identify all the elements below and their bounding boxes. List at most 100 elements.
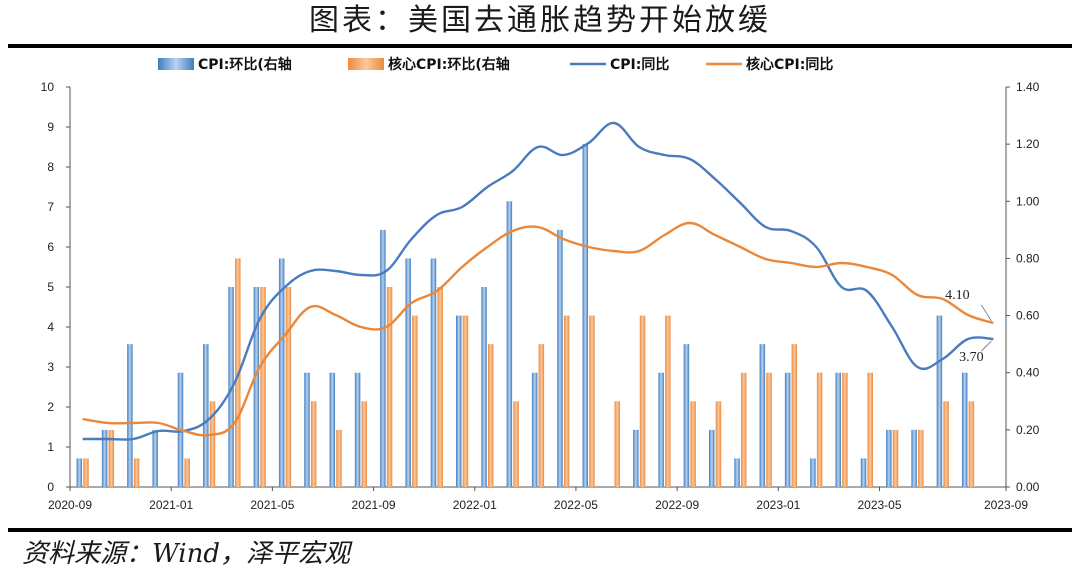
bar-core-mom [639, 315, 646, 487]
bar-cpi-mom [405, 258, 411, 487]
y-left-tick-label: 0 [47, 480, 54, 494]
bar-core-mom [842, 372, 848, 487]
bar-core-mom [488, 344, 494, 487]
bar-cpi-mom [633, 429, 639, 487]
x-tick-label: 2021-09 [352, 498, 396, 512]
y-left-tick-label: 1 [47, 440, 54, 454]
bar-cpi-mom [784, 372, 791, 487]
bar-core-mom [361, 401, 368, 487]
bar-core-mom [209, 401, 216, 487]
bar-cpi-mom [506, 201, 513, 488]
y-right-tick-label: 0.20 [1016, 423, 1040, 437]
y-right-tick-label: 0.60 [1016, 309, 1040, 323]
line-cpi-yoy [82, 121, 994, 441]
legend-label-core-yoy: 核心CPI:同比 [746, 56, 833, 73]
bottom-rule [8, 528, 1072, 532]
bar-core-mom [690, 401, 696, 487]
annotation-cpi-yoy: 3.70 [959, 350, 984, 365]
bar-core-mom [740, 372, 747, 487]
line-core-yoy [82, 221, 994, 437]
y-left-tick-label: 2 [47, 400, 54, 414]
bar-cpi-mom [127, 344, 133, 487]
data-labels: 4.10 3.70 [945, 288, 992, 365]
y-left-tick-label: 8 [47, 160, 54, 174]
bar-core-mom [816, 372, 823, 487]
bar-cpi-mom [683, 344, 690, 487]
y-right-tick-label: 0.40 [1016, 366, 1040, 380]
bar-core-mom [260, 287, 266, 487]
bar-core-mom [892, 429, 899, 487]
x-tick-label: 2023-01 [756, 498, 800, 512]
bar-cpi-mom [152, 429, 158, 487]
y-left-tick-label: 5 [47, 280, 54, 294]
bar-core-mom [614, 401, 620, 487]
y-left-tick-label: 7 [47, 200, 54, 214]
y-left-tick-label: 10 [41, 80, 55, 94]
bar-core-mom [943, 401, 949, 487]
legend: CPI:环比(右轴 核心CPI:环比(右轴 CPI:同比 核心CPI:同比 [158, 56, 833, 73]
y-left-tick-label: 6 [47, 240, 54, 254]
bar-cpi-mom [481, 287, 487, 487]
bar-core-mom [386, 287, 393, 487]
bar-core-mom [285, 287, 292, 487]
lines [82, 121, 994, 441]
bar-core-mom [83, 458, 89, 487]
x-tick-label: 2023-09 [984, 498, 1028, 512]
bar-cpi-mom [329, 372, 336, 487]
annotation-leader [980, 340, 992, 352]
top-rule [8, 44, 1072, 48]
bar-core-mom [968, 401, 975, 487]
y-right-tick-label: 0.00 [1016, 480, 1040, 494]
x-tick-label: 2023-05 [857, 498, 901, 512]
bar-core-mom [589, 315, 595, 487]
bar-core-mom [310, 401, 317, 487]
bar-cpi-mom [253, 287, 260, 487]
bar-cpi-mom [860, 458, 867, 487]
bar-cpi-mom [430, 258, 437, 487]
bar-cpi-mom [76, 458, 83, 487]
bar-core-mom [715, 401, 722, 487]
x-tick-label: 2022-05 [554, 498, 598, 512]
bar-core-mom [867, 372, 873, 487]
bar-cpi-mom [961, 372, 968, 487]
annotation-core-yoy: 4.10 [945, 288, 970, 303]
bar-core-mom [665, 315, 671, 487]
x-tick-label: 2022-01 [453, 498, 497, 512]
y-right-tick-label: 1.00 [1016, 194, 1040, 208]
bar-core-mom [412, 315, 418, 487]
legend-swatch-cpi-mom [158, 58, 194, 70]
bar-core-mom [766, 372, 772, 487]
bar-core-mom [563, 315, 570, 487]
bar-cpi-mom [886, 429, 892, 487]
bar-cpi-mom [658, 372, 664, 487]
bar-cpi-mom [456, 315, 462, 487]
bar-core-mom [918, 429, 924, 487]
bar-core-mom [108, 429, 115, 487]
bar-core-mom [336, 429, 342, 487]
x-tick-label: 2022-09 [655, 498, 699, 512]
y-right-tick-label: 1.20 [1016, 137, 1040, 151]
legend-label-cpi-yoy: CPI:同比 [610, 56, 669, 73]
y-left-tick-label: 9 [47, 120, 54, 134]
bar-cpi-mom [911, 429, 917, 487]
legend-swatch-core-mom [348, 58, 384, 70]
bar-cpi-mom [734, 458, 740, 487]
bar-cpi-mom [557, 229, 563, 487]
bar-cpi-mom [304, 372, 310, 487]
bar-core-mom [133, 458, 140, 487]
bar-cpi-mom [531, 372, 538, 487]
y-right-tick-label: 1.40 [1016, 80, 1040, 94]
legend-label-cpi-mom: CPI:环比(右轴 [198, 56, 292, 73]
y-right-tick-label: 0.80 [1016, 251, 1040, 265]
x-tick-label: 2021-05 [250, 498, 294, 512]
x-tick-label: 2021-01 [149, 498, 193, 512]
bar-core-mom [184, 458, 190, 487]
bar-cpi-mom [278, 258, 285, 487]
x-tick-label: 2020-09 [48, 498, 92, 512]
bar-core-mom [437, 287, 443, 487]
y-left-tick-label: 4 [47, 320, 54, 334]
bar-core-mom [791, 344, 798, 487]
bar-cpi-mom [759, 344, 766, 487]
bar-cpi-mom [101, 429, 108, 487]
bar-cpi-mom [203, 344, 209, 487]
